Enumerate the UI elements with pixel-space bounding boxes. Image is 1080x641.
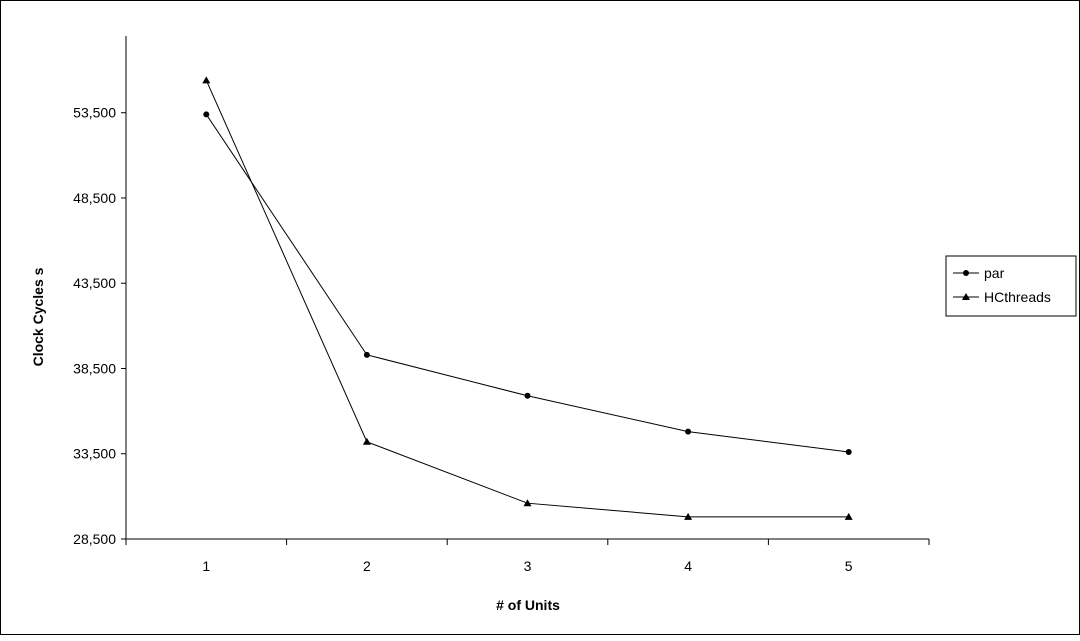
legend-label: par: [984, 265, 1005, 281]
data-point: [684, 512, 693, 520]
data-point: [202, 76, 211, 84]
y-ticks: 28,500 33,500 38,500 43,500 48,500 53,500: [73, 105, 126, 547]
data-point: [363, 351, 370, 358]
series-hcthreads: [202, 76, 853, 520]
legend-marker: [962, 293, 970, 300]
x-axis-title: # of Units: [496, 597, 560, 613]
x-tick-label: 4: [684, 558, 692, 574]
legend-label: HCthreads: [984, 289, 1051, 305]
y-tick-label: 48,500: [73, 190, 116, 206]
x-tick-label: 5: [845, 558, 853, 574]
y-tick-label: 43,500: [73, 275, 116, 291]
series-line: [205, 80, 849, 518]
y-axis-title: Clock Cycles s: [30, 267, 46, 366]
x-tick-label: 1: [202, 558, 210, 574]
y-tick-label: 53,500: [73, 105, 116, 121]
series-par: [203, 111, 852, 456]
y-tick-label: 33,500: [73, 446, 116, 462]
data-point: [523, 499, 532, 507]
y-tick-label: 38,500: [73, 360, 116, 376]
axes: [125, 36, 929, 540]
series-line: [205, 114, 849, 453]
legend: par HCthreads: [945, 255, 1077, 317]
legend-marker: [963, 270, 969, 276]
x-tick-label: 2: [363, 558, 371, 574]
legend-box: [945, 255, 1077, 317]
data-point: [362, 437, 371, 445]
y-tick-label: 28,500: [73, 531, 116, 547]
data-point: [844, 512, 853, 520]
data-point: [685, 428, 692, 435]
data-point: [845, 449, 852, 456]
series-layer: [202, 76, 853, 520]
x-tick-label: 3: [524, 558, 532, 574]
data-point: [524, 392, 531, 399]
data-point: [203, 111, 210, 118]
x-ticks: 1 2 3 4 5: [125, 539, 930, 574]
